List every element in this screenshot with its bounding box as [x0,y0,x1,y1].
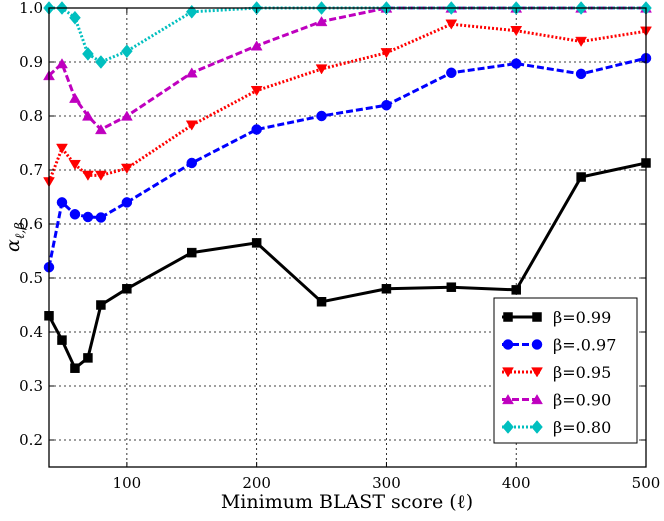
y-tick-label: 0.6 [19,215,43,233]
x-tick-label: 200 [242,474,271,492]
legend-entry: β=0.95 [502,363,611,382]
data-point [251,124,262,135]
data-point [120,110,133,121]
data-point [510,26,523,37]
legend-entry: β=0.99 [502,308,611,327]
legend-marker [502,394,514,405]
series-5 [43,1,652,69]
y-tick-label: 0.7 [19,161,43,179]
data-point [446,282,457,292]
series-4 [43,2,652,135]
series-line [49,6,646,64]
data-point [95,55,107,69]
data-point [185,4,198,19]
data-point [315,64,328,75]
data-point [69,10,81,25]
data-point [250,40,263,51]
legend-label: β=0.80 [553,418,611,437]
data-point [70,363,80,373]
legend-entry: β=.0.97 [502,336,616,355]
x-tick-label: 300 [372,474,401,492]
data-point [185,120,198,131]
y-tick-label: 0.9 [19,53,43,71]
y-tick-label: 0.5 [19,269,43,287]
x-axis-title: Minimum BLAST score (ℓ) [221,491,473,513]
data-point [250,85,263,97]
legend-marker [532,312,542,322]
data-point [82,47,94,61]
data-point [381,284,392,294]
x-tick-label: 500 [632,474,661,492]
data-point [56,197,68,208]
plot-frame [48,7,647,468]
legend-marker [502,339,514,350]
legend-marker [503,312,513,322]
data-point [121,197,133,208]
y-tick-label: 0.2 [19,431,43,449]
series-3 [43,19,652,188]
legend-marker [531,420,543,434]
data-point [57,335,67,345]
series-2 [43,52,652,273]
data-point [380,48,393,59]
legend-label: β=0.95 [553,363,611,382]
data-point [575,36,588,47]
axis-ticks: 100 200 300 400 500 0.2 0.3 0.4 0.5 0.6 0.7 0.8 0.9 1… [19,0,660,492]
data-point [315,16,328,27]
data-point [122,284,132,294]
series-line [47,56,647,268]
data-point [316,110,327,122]
legend-marker [502,420,514,434]
data-point [69,159,81,171]
data-point [94,170,107,181]
x-tick-label: 400 [502,474,531,492]
data-point [69,209,81,220]
data-point [575,68,587,80]
series-line [47,22,647,183]
data-point [185,67,198,78]
data-point [251,238,262,248]
data-point [445,19,458,30]
y-tick-label: 0.3 [19,377,43,395]
data-point [186,157,198,169]
y-axis-symbol: α [2,239,24,252]
x-tick-label: 100 [113,474,142,492]
legend-entry: β=0.80 [502,418,611,437]
data-point [81,170,94,181]
data-point [56,58,68,69]
legend-label: β=.0.97 [553,336,616,355]
data-point [187,247,197,258]
data-point [81,110,94,121]
y-tick-label: 1.0 [19,0,43,17]
y-tick-label: 0.4 [19,323,43,341]
data-point [381,99,392,111]
data-point [94,124,107,135]
legend-marker [531,339,543,350]
legend: β=0.99 β=.0.97 β=0.95 β=0.90 β=0.80 [493,297,638,444]
legend-marker [531,394,543,405]
data-point [511,285,521,295]
y-axis-title: αℓ,β [2,222,28,252]
data-point [316,297,327,307]
data-point [82,211,94,223]
data-point [510,58,522,69]
data-point [120,163,133,174]
data-point [121,44,133,59]
legend-label: β=0.99 [553,308,611,327]
data-point [56,143,68,154]
data-point [96,300,106,310]
data-point [69,92,81,103]
legend-marker [531,367,543,378]
legend-marker [502,367,514,378]
data-point [446,67,457,79]
legend-label: β=0.90 [553,391,611,410]
y-axis-subscript: ℓ,β [13,222,28,239]
data-point [83,353,93,363]
legend-entry: β=0.90 [502,391,611,410]
legend-box [493,297,638,444]
data-point [576,172,586,182]
data-point [95,212,107,223]
y-tick-label: 0.8 [19,107,43,125]
